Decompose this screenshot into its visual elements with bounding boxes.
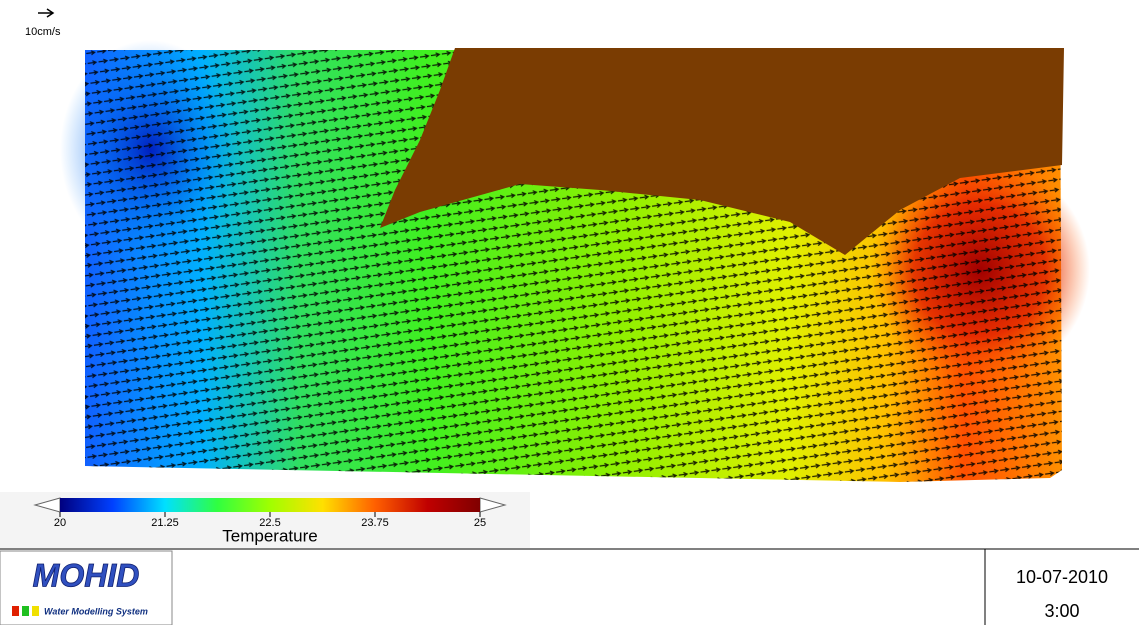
time: 3:00 [1044, 601, 1079, 621]
screen: 10cm/s Temperature 20 21.25 22.5 23.75 25 MO… [0, 0, 1139, 625]
logo-icon [32, 606, 39, 616]
logo-text: MOHID [33, 557, 140, 593]
logo-icon [22, 606, 29, 616]
date: 10-07-2010 [1016, 567, 1108, 587]
colorbar-title: Temperature [222, 526, 317, 545]
colorbar-tick-label: 22.5 [259, 517, 280, 529]
colorbar-tick-label: 25 [474, 517, 486, 529]
page: {"scale_arrow": {"label": "10cm/s"}, "co… [0, 0, 1139, 625]
scale-arrow [38, 9, 53, 17]
footer: MOHID Water Modelling System 10-07-2010 … [0, 549, 1139, 625]
colorbar-tick-label: 23.75 [361, 517, 389, 529]
scale-label: 10cm/s [25, 26, 61, 38]
colorbar-tick-label: 20 [54, 517, 66, 529]
logo-subtitle: Water Modelling System [44, 606, 148, 616]
colorbar-bar [60, 498, 480, 512]
colorbar: Temperature 20 21.25 22.5 23.75 25 [0, 492, 530, 548]
map: 10cm/s [25, 9, 1090, 482]
logo-icon [12, 606, 19, 616]
colorbar-tick-label: 21.25 [151, 517, 179, 529]
